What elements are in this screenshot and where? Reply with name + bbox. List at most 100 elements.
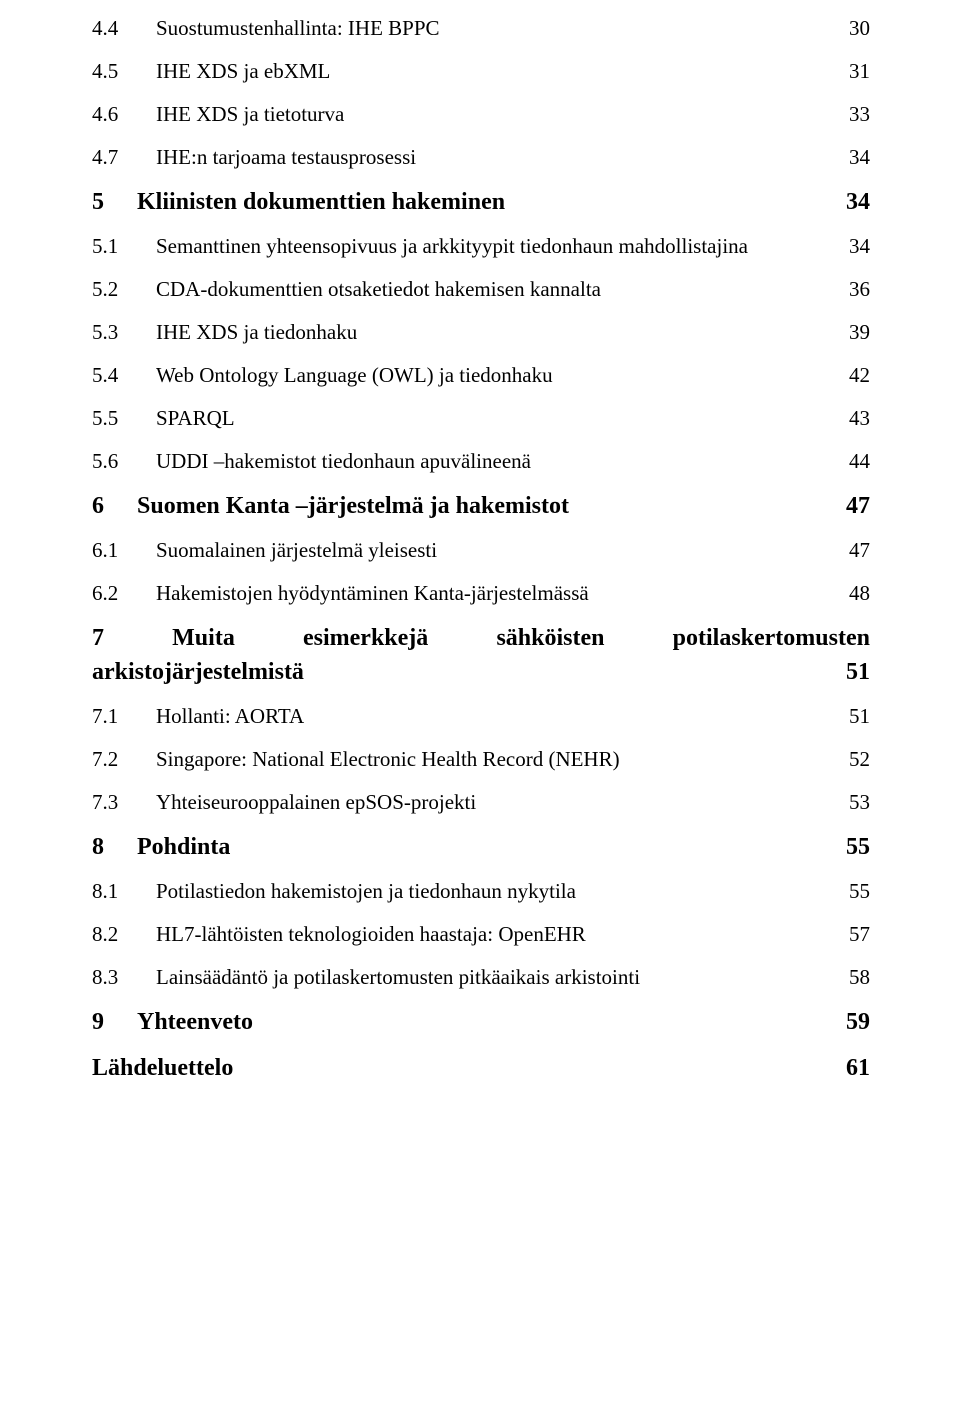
entry-page: 47 bbox=[830, 540, 870, 561]
toc-entry: 7.1 Hollanti: AORTA 51 bbox=[92, 706, 870, 727]
entry-page: 58 bbox=[830, 967, 870, 988]
entry-number: 5.3 bbox=[92, 322, 156, 343]
entry-number: 4.4 bbox=[92, 18, 156, 39]
section-page: 55 bbox=[824, 835, 870, 859]
entry-label: IHE:n tarjoama testausprosessi bbox=[156, 147, 830, 168]
toc-section: 6 Suomen Kanta –järjestelmä ja hakemisto… bbox=[92, 494, 870, 518]
entry-label: Hollanti: AORTA bbox=[156, 706, 830, 727]
toc-entry: 4.6 IHE XDS ja tietoturva 33 bbox=[92, 104, 870, 125]
entry-page: 34 bbox=[830, 147, 870, 168]
entry-number: 4.7 bbox=[92, 147, 156, 168]
entry-label: HL7-lähtöisten teknologioiden haastaja: … bbox=[156, 924, 830, 945]
section-number: 8 bbox=[92, 835, 137, 859]
section-word: Muita bbox=[172, 626, 235, 650]
entry-label: Yhteiseurooppalainen epSOS-projekti bbox=[156, 792, 830, 813]
section-line2: arkistojärjestelmistä 51 bbox=[92, 660, 870, 684]
toc-section: 5 Kliinisten dokumenttien hakeminen 34 bbox=[92, 190, 870, 214]
entry-page: 30 bbox=[830, 18, 870, 39]
toc-section-multiline: 7 Muita esimerkkejä sähköisten potilaske… bbox=[92, 626, 870, 684]
section-label: Suomen Kanta –järjestelmä ja hakemistot bbox=[137, 494, 824, 518]
entry-label: UDDI –hakemistot tiedonhaun apuvälineenä bbox=[156, 451, 830, 472]
section-word: potilaskertomusten bbox=[673, 626, 870, 650]
toc-references: Lähdeluettelo 61 bbox=[92, 1056, 870, 1080]
entry-label: Semanttinen yhteensopivuus ja arkkityypi… bbox=[156, 236, 830, 257]
entry-label: Web Ontology Language (OWL) ja tiedonhak… bbox=[156, 365, 830, 386]
toc-page: 4.4 Suostumustenhallinta: IHE BPPC 30 4.… bbox=[0, 0, 960, 1410]
entry-label: SPARQL bbox=[156, 408, 830, 429]
section-label: arkistojärjestelmistä bbox=[92, 660, 824, 684]
toc-section: 8 Pohdinta 55 bbox=[92, 835, 870, 859]
entry-page: 43 bbox=[830, 408, 870, 429]
toc-entry: 4.5 IHE XDS ja ebXML 31 bbox=[92, 61, 870, 82]
entry-number: 6.2 bbox=[92, 583, 156, 604]
toc-entry: 8.2 HL7-lähtöisten teknologioiden haasta… bbox=[92, 924, 870, 945]
toc-entry: 4.4 Suostumustenhallinta: IHE BPPC 30 bbox=[92, 18, 870, 39]
entry-label: Potilastiedon hakemistojen ja tiedonhaun… bbox=[156, 881, 830, 902]
entry-number: 7.1 bbox=[92, 706, 156, 727]
entry-page: 53 bbox=[830, 792, 870, 813]
section-number: 7 bbox=[92, 626, 104, 650]
entry-number: 7.2 bbox=[92, 749, 156, 770]
entry-page: 42 bbox=[830, 365, 870, 386]
entry-page: 33 bbox=[830, 104, 870, 125]
entry-page: 57 bbox=[830, 924, 870, 945]
entry-page: 51 bbox=[830, 706, 870, 727]
toc-section: 9 Yhteenveto 59 bbox=[92, 1010, 870, 1034]
toc-entry: 5.5 SPARQL 43 bbox=[92, 408, 870, 429]
entry-label: Suostumustenhallinta: IHE BPPC bbox=[156, 18, 830, 39]
entry-number: 5.5 bbox=[92, 408, 156, 429]
entry-page: 36 bbox=[830, 279, 870, 300]
section-number: 9 bbox=[92, 1010, 137, 1034]
entry-number: 5.4 bbox=[92, 365, 156, 386]
references-label: Lähdeluettelo bbox=[92, 1056, 824, 1080]
entry-number: 8.1 bbox=[92, 881, 156, 902]
entry-number: 5.2 bbox=[92, 279, 156, 300]
toc-entry: 5.3 IHE XDS ja tiedonhaku 39 bbox=[92, 322, 870, 343]
entry-label: Hakemistojen hyödyntäminen Kanta-järjest… bbox=[156, 583, 830, 604]
toc-entry: 5.4 Web Ontology Language (OWL) ja tiedo… bbox=[92, 365, 870, 386]
entry-page: 52 bbox=[830, 749, 870, 770]
entry-page: 39 bbox=[830, 322, 870, 343]
toc-entry: 8.3 Lainsäädäntö ja potilaskertomusten p… bbox=[92, 967, 870, 988]
section-number: 6 bbox=[92, 494, 137, 518]
toc-entry: 4.7 IHE:n tarjoama testausprosessi 34 bbox=[92, 147, 870, 168]
section-page: 47 bbox=[824, 494, 870, 518]
entry-number: 6.1 bbox=[92, 540, 156, 561]
toc-entry: 5.1 Semanttinen yhteensopivuus ja arkkit… bbox=[92, 236, 870, 257]
toc-entry: 7.3 Yhteiseurooppalainen epSOS-projekti … bbox=[92, 792, 870, 813]
references-page: 61 bbox=[824, 1056, 870, 1080]
toc-entry: 5.2 CDA-dokumenttien otsaketiedot hakemi… bbox=[92, 279, 870, 300]
toc-entry: 8.1 Potilastiedon hakemistojen ja tiedon… bbox=[92, 881, 870, 902]
entry-page: 31 bbox=[830, 61, 870, 82]
section-word: sähköisten bbox=[496, 626, 604, 650]
section-label: Pohdinta bbox=[137, 835, 824, 859]
section-page: 51 bbox=[824, 660, 870, 684]
section-label: Yhteenveto bbox=[137, 1010, 824, 1034]
toc-entry: 7.2 Singapore: National Electronic Healt… bbox=[92, 749, 870, 770]
section-page: 59 bbox=[824, 1010, 870, 1034]
entry-page: 34 bbox=[830, 236, 870, 257]
entry-label: Lainsäädäntö ja potilaskertomusten pitkä… bbox=[156, 967, 830, 988]
toc-entry: 6.2 Hakemistojen hyödyntäminen Kanta-jär… bbox=[92, 583, 870, 604]
entry-page: 55 bbox=[830, 881, 870, 902]
entry-label: Suomalainen järjestelmä yleisesti bbox=[156, 540, 830, 561]
entry-page: 48 bbox=[830, 583, 870, 604]
entry-label: IHE XDS ja ebXML bbox=[156, 61, 830, 82]
section-word: esimerkkejä bbox=[303, 626, 428, 650]
entry-number: 4.6 bbox=[92, 104, 156, 125]
entry-number: 5.6 bbox=[92, 451, 156, 472]
entry-number: 5.1 bbox=[92, 236, 156, 257]
entry-number: 7.3 bbox=[92, 792, 156, 813]
section-label: Kliinisten dokumenttien hakeminen bbox=[137, 190, 824, 214]
entry-number: 8.2 bbox=[92, 924, 156, 945]
entry-label: IHE XDS ja tiedonhaku bbox=[156, 322, 830, 343]
section-number: 5 bbox=[92, 190, 137, 214]
entry-label: IHE XDS ja tietoturva bbox=[156, 104, 830, 125]
toc-entry: 5.6 UDDI –hakemistot tiedonhaun apuvälin… bbox=[92, 451, 870, 472]
section-page: 34 bbox=[824, 190, 870, 214]
entry-number: 4.5 bbox=[92, 61, 156, 82]
entry-number: 8.3 bbox=[92, 967, 156, 988]
entry-page: 44 bbox=[830, 451, 870, 472]
entry-label: CDA-dokumenttien otsaketiedot hakemisen … bbox=[156, 279, 830, 300]
toc-entry: 6.1 Suomalainen järjestelmä yleisesti 47 bbox=[92, 540, 870, 561]
